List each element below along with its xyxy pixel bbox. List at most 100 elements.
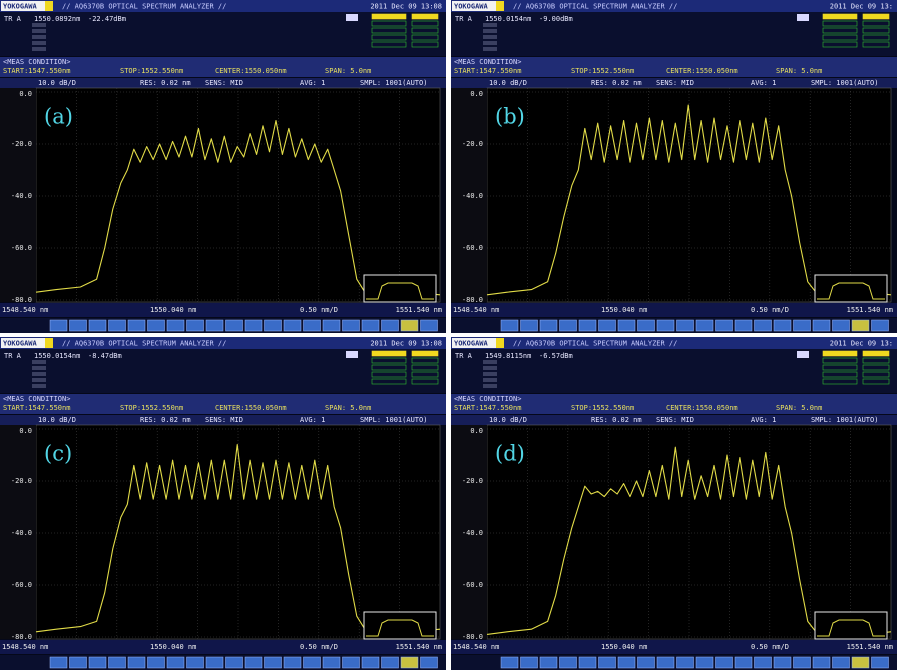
sensitivity: SENS: MID [205,79,243,87]
plot-area [36,425,440,639]
softkey [677,657,694,668]
softkey [657,320,674,331]
scale: 10.0 dB/D [38,416,76,424]
softkey [540,657,557,668]
averaging: AVG: 1 [751,416,776,424]
analyzer-screen: YOKOGAWA// AQ6370B OPTICAL SPECTRUM ANAL… [0,337,446,670]
y-tick-label: -80.0 [11,633,32,641]
softkey [501,320,518,331]
bottom-label: 1548.540 nm [2,643,48,651]
analyzer-screen: YOKOGAWA// AQ6370B OPTICAL SPECTRUM ANAL… [0,0,446,333]
softkey [638,657,655,668]
softkey [401,320,418,331]
start: START:1547.550nm [3,67,70,75]
softkey [362,657,379,668]
y-tick-label: -40.0 [11,192,32,200]
softkey [284,320,301,331]
span: SPAN: 5.0nm [325,67,371,75]
softkey [109,320,126,331]
legend-box [797,14,809,21]
softkey [245,657,262,668]
condition-title: <MEAS CONDITION> [454,58,521,66]
softkey [70,320,87,331]
softkey [735,320,752,331]
resolution: RES: 0.02 nm [140,416,191,424]
span: SPAN: 5.0nm [776,404,822,412]
bottom-label: 1548.540 nm [453,306,499,314]
softkey [50,320,67,331]
legend-row [412,351,438,356]
softkey [521,657,538,668]
y-tick-label: -80.0 [462,633,483,641]
softkey [323,657,340,668]
start: START:1547.550nm [454,67,521,75]
y-tick-label: -60.0 [462,581,483,589]
brand-flag [45,1,53,11]
trace-slot [32,384,46,388]
trace-slot [483,360,497,364]
trace-slot [32,35,46,39]
softkey [833,657,850,668]
legend-row [863,351,889,356]
trace-slot [32,47,46,51]
scale: 10.0 dB/D [38,79,76,87]
resolution: RES: 0.02 nm [591,416,642,424]
softkey [206,657,223,668]
softkey [382,657,399,668]
softkey [755,320,772,331]
bottom-label: 1550.040 nm [150,643,196,651]
trace-slot [483,29,497,33]
y-tick-label: 0.0 [19,427,32,435]
bottom-label: 0.50 nm/D [300,306,338,314]
date: 2011 Dec 09 13:08 [370,3,442,11]
screen-title: // AQ6370B OPTICAL SPECTRUM ANALYZER // [513,3,677,11]
bottom-bar [451,303,897,317]
sensitivity: SENS: MID [656,79,694,87]
softkey [265,657,282,668]
softkey [89,320,106,331]
bottom-label: 1548.540 nm [453,643,499,651]
bottom-label: 1548.540 nm [2,306,48,314]
softkey [401,657,418,668]
softkey [872,320,889,331]
y-tick-label: -80.0 [462,296,483,304]
trace-slot [483,366,497,370]
date: 2011 Dec 09 13: [830,3,893,11]
softkey [167,657,184,668]
softkey [382,320,399,331]
softkey [109,657,126,668]
softkey [148,657,165,668]
softkey [421,320,438,331]
softkey [128,320,145,331]
softkey [755,657,772,668]
bottom-bar [0,640,446,654]
softkey [579,657,596,668]
stop: STOP:1552.550nm [571,404,634,412]
brand-flag [45,338,53,348]
bottom-label: 1550.040 nm [150,306,196,314]
legend-row [372,351,406,356]
panel-label: (d) [495,442,525,466]
sampling: SMPL: 1001(AUTO) [360,79,427,87]
softkey [148,320,165,331]
trace-slot [32,41,46,45]
softkey [187,657,204,668]
inset-box [815,275,887,302]
softkey [265,320,282,331]
sensitivity: SENS: MID [205,416,243,424]
y-tick-label: -60.0 [11,581,32,589]
legend-box [346,351,358,358]
brand-flag [496,338,504,348]
softkey [343,320,360,331]
softkey [794,320,811,331]
averaging: AVG: 1 [300,79,325,87]
softkey [128,657,145,668]
center: CENTER:1550.050nm [666,404,738,412]
start: START:1547.550nm [3,404,70,412]
softkey [323,320,340,331]
softkey [226,657,243,668]
brand: YOKOGAWA [3,3,38,11]
legend-row [823,351,857,356]
marker-level: -9.00dBm [539,15,573,23]
y-tick-label: -20.0 [11,477,32,485]
